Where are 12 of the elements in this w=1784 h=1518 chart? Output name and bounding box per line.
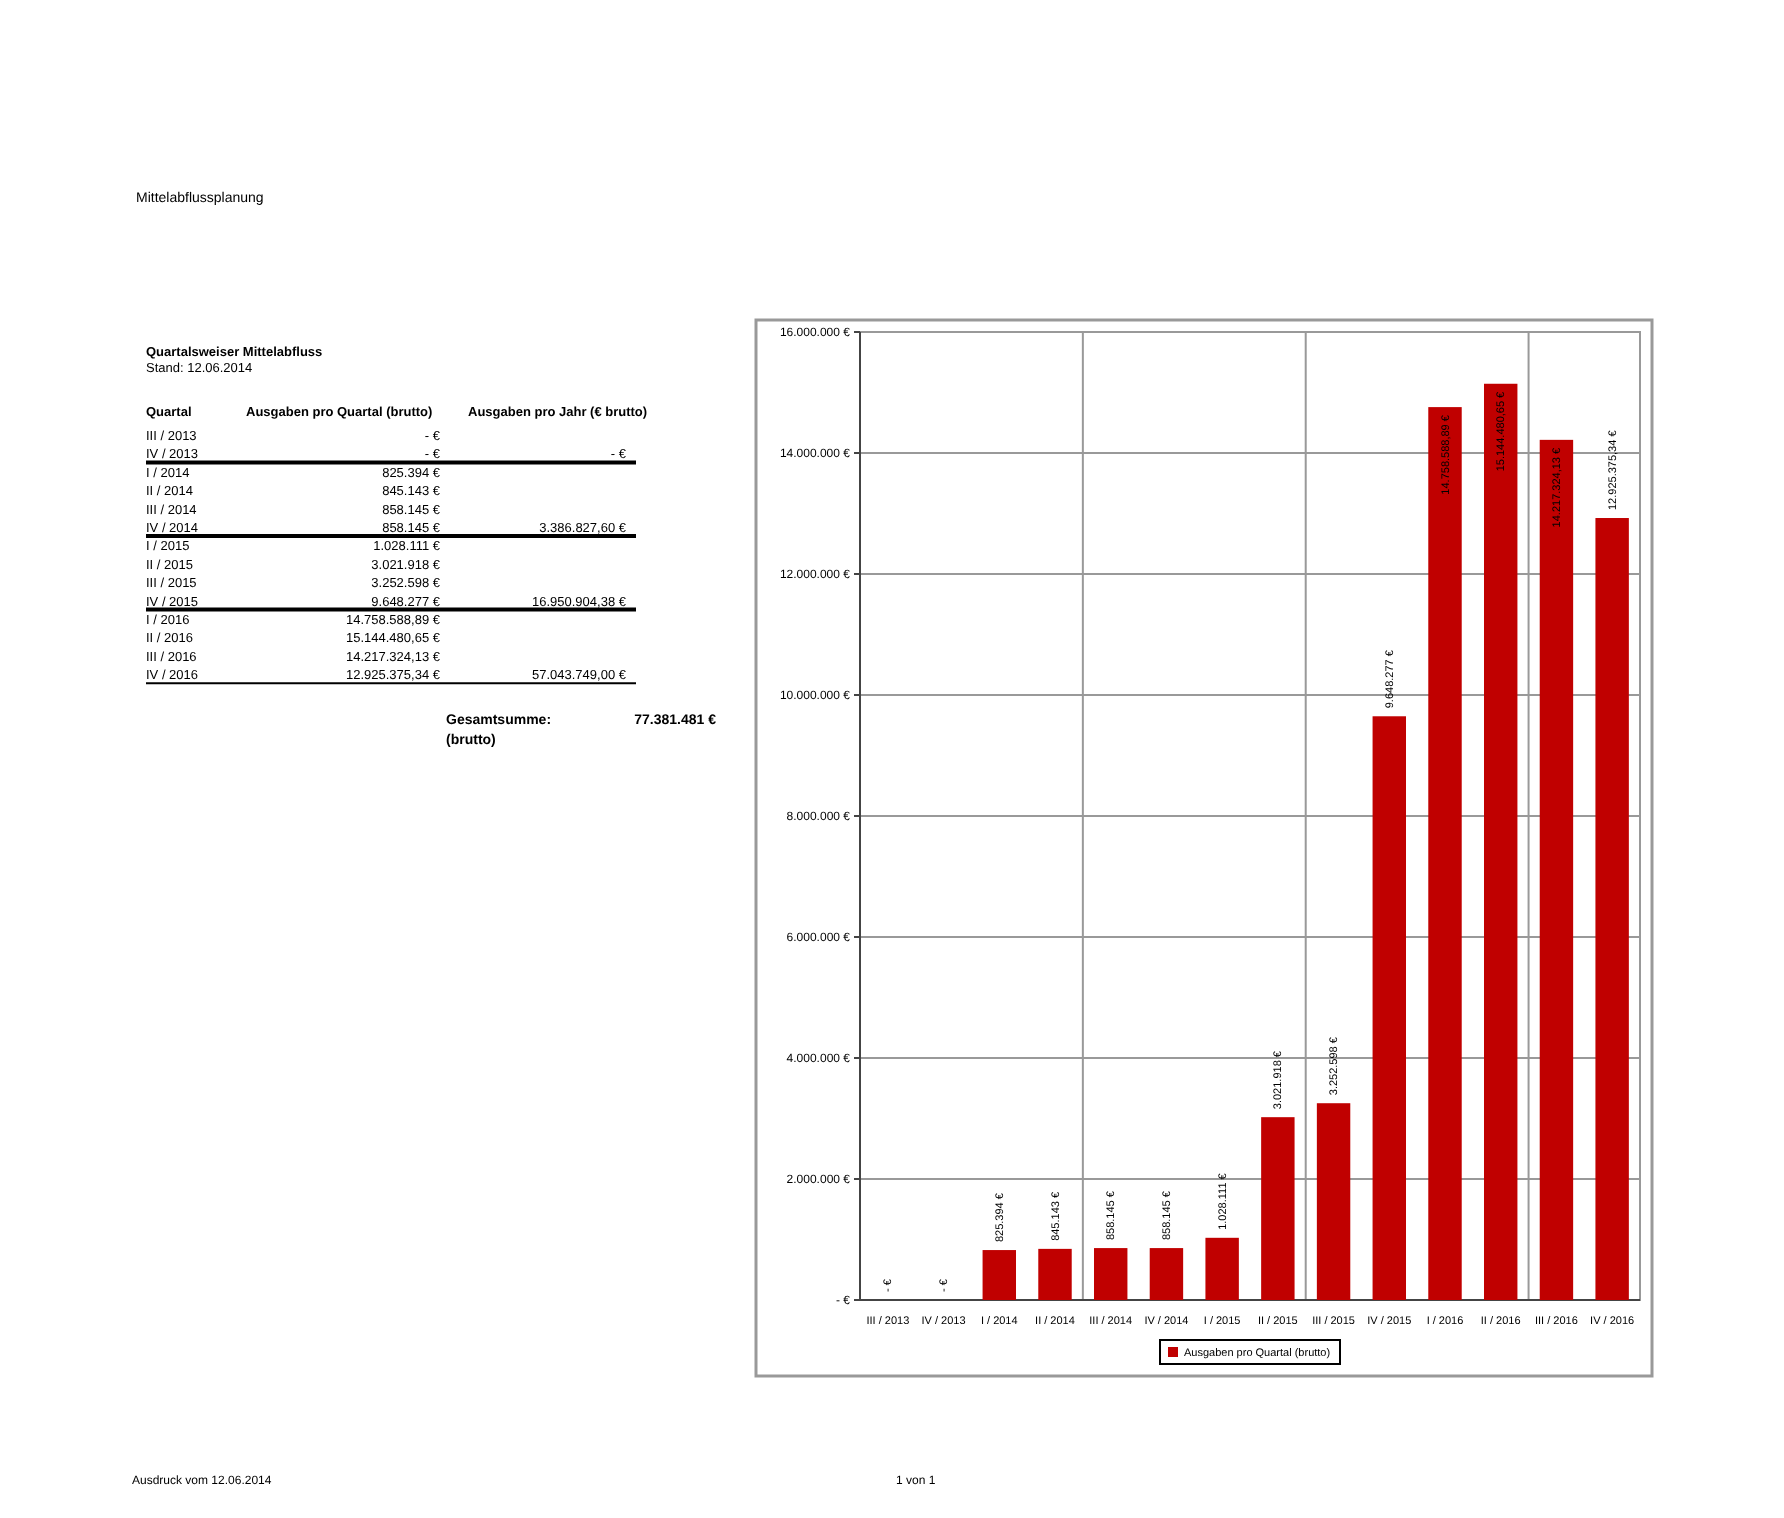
bar [1428,407,1462,1300]
bar [1094,1248,1128,1300]
bar [1205,1237,1239,1300]
bar [1372,716,1406,1300]
bar [1261,1117,1295,1300]
bar [982,1250,1016,1300]
bar [1316,1103,1351,1300]
bar [1149,1248,1184,1300]
bar [1539,439,1574,1300]
bar [1038,1248,1072,1300]
bar [1484,383,1518,1300]
bar [1595,518,1629,1300]
